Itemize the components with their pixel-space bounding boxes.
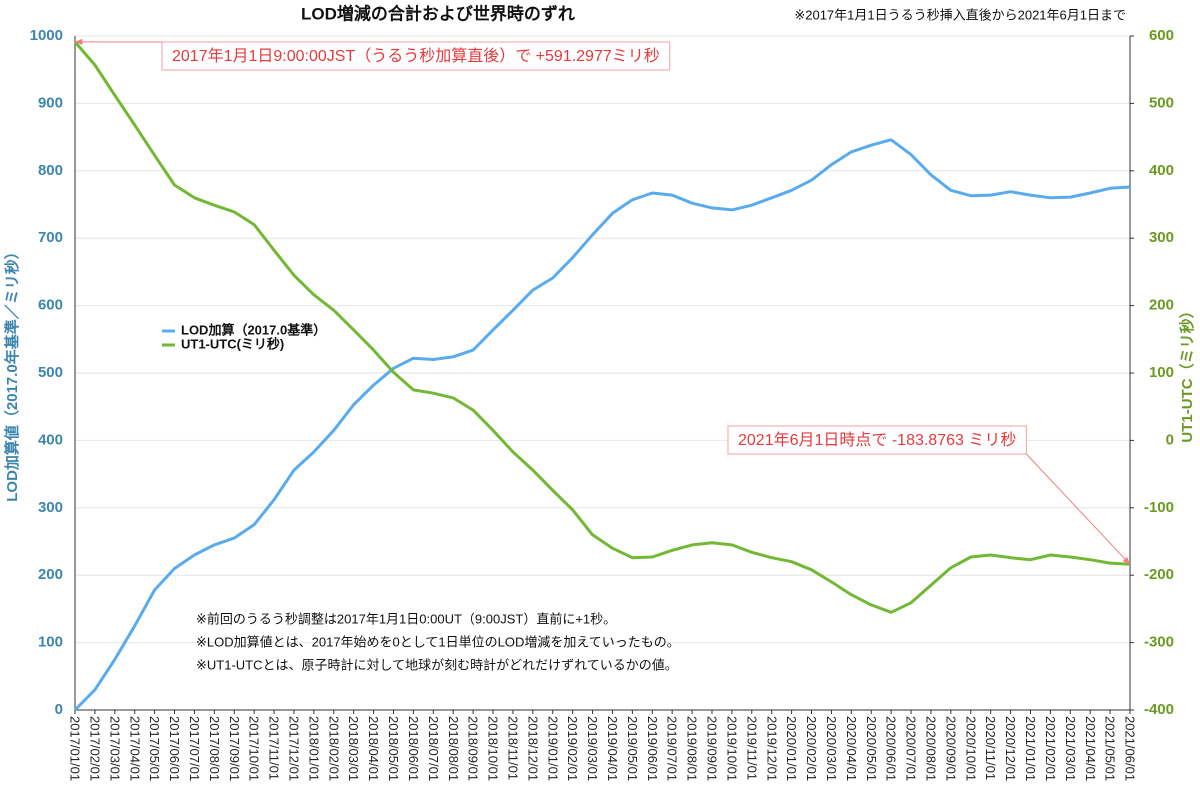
x-tick-label: 2019/03/01 bbox=[585, 716, 600, 781]
y-tick-label: 900 bbox=[38, 94, 63, 111]
y2-axis-title: UT1-UTC（ミリ秒） bbox=[1178, 303, 1196, 442]
x-tick-label: 2019/12/01 bbox=[764, 716, 779, 781]
y2-tick-label: 0 bbox=[1166, 431, 1174, 448]
x-tick-label: 2020/10/01 bbox=[963, 716, 978, 781]
annotation-text: 2021年6月1日時点で -183.8763 ミリ秒 bbox=[738, 431, 1016, 449]
x-tick-label: 2018/05/01 bbox=[386, 716, 401, 781]
annotation-arrowhead bbox=[75, 38, 83, 45]
y2-tick-label: 400 bbox=[1149, 162, 1174, 179]
x-tick-label: 2018/10/01 bbox=[486, 716, 501, 781]
x-tick-label: 2018/01/01 bbox=[306, 716, 321, 781]
x-tick-label: 2020/07/01 bbox=[904, 716, 919, 781]
y-tick-label: 100 bbox=[38, 634, 63, 651]
x-tick-label: 2020/06/01 bbox=[884, 716, 899, 781]
x-tick-label: 2017/11/01 bbox=[267, 716, 282, 780]
legend-label: UT1-UTC(ミリ秒) bbox=[181, 336, 284, 351]
x-tick-label: 2018/02/01 bbox=[326, 716, 341, 781]
x-tick-label: 2019/01/01 bbox=[545, 716, 560, 781]
annotation-box bbox=[161, 41, 671, 71]
annotation-arrow bbox=[1025, 453, 1131, 565]
y2-tick-label: 500 bbox=[1149, 94, 1174, 111]
x-tick-label: 2020/08/01 bbox=[924, 716, 939, 781]
x-tick-label: 2019/02/01 bbox=[565, 716, 580, 781]
y2-tick-label: 200 bbox=[1149, 297, 1174, 314]
x-tick-label: 2017/03/01 bbox=[107, 716, 122, 781]
x-tick-label: 2020/04/01 bbox=[844, 716, 859, 781]
x-tick-label: 2020/05/01 bbox=[864, 716, 879, 781]
y-tick-label: 1000 bbox=[30, 27, 63, 44]
note: ※UT1-UTCとは、原子時計に対して地球が刻む時計がどれだけずれているかの値。 bbox=[196, 657, 678, 672]
x-tick-label: 2019/06/01 bbox=[645, 716, 660, 781]
x-tick-label: 2020/01/01 bbox=[784, 716, 799, 781]
x-tick-label: 2017/09/01 bbox=[227, 716, 242, 781]
y2-tick-label: 600 bbox=[1149, 27, 1174, 44]
x-tick-label: 2021/03/01 bbox=[1063, 716, 1078, 781]
x-tick-label: 2017/04/01 bbox=[127, 716, 142, 781]
y-tick-label: 400 bbox=[38, 431, 63, 448]
y-tick-label: 600 bbox=[38, 297, 63, 314]
series-line bbox=[73, 40, 1131, 614]
x-tick-label: 2017/02/01 bbox=[87, 716, 102, 781]
x-tick-label: 2019/08/01 bbox=[685, 716, 700, 781]
x-tick-label: 2017/12/01 bbox=[287, 716, 302, 781]
x-tick-label: 2020/12/01 bbox=[1003, 716, 1018, 781]
y2-tick-label: 300 bbox=[1149, 229, 1174, 246]
x-tick-label: 2017/06/01 bbox=[167, 716, 182, 781]
note: ※LOD加算値とは、2017年始めを0として1日単位のLOD増減を加えていったも… bbox=[196, 634, 680, 649]
x-tick-label: 2018/06/01 bbox=[406, 716, 421, 781]
x-tick-label: 2020/11/01 bbox=[983, 716, 998, 780]
x-tick-label: 2018/12/01 bbox=[525, 716, 540, 781]
y-tick-label: 800 bbox=[38, 162, 63, 179]
x-tick-label: 2018/07/01 bbox=[426, 716, 441, 781]
y-axis-title: LOD加算値（2017.0年基準／ミリ秒） bbox=[3, 244, 21, 502]
x-tick-label: 2018/08/01 bbox=[446, 716, 461, 781]
y-tick-label: 200 bbox=[38, 566, 63, 583]
x-tick-label: 2019/04/01 bbox=[605, 716, 620, 781]
y-tick-label: 700 bbox=[38, 229, 63, 246]
x-tick-label: 2019/11/01 bbox=[744, 716, 759, 780]
x-tick-label: 2021/06/01 bbox=[1123, 716, 1138, 781]
x-tick-label: 2017/07/01 bbox=[187, 716, 202, 781]
x-tick-label: 2017/05/01 bbox=[147, 716, 162, 781]
y2-tick-label: -200 bbox=[1144, 566, 1174, 583]
x-tick-label: 2017/10/01 bbox=[247, 716, 262, 781]
x-tick-label: 2021/04/01 bbox=[1083, 716, 1098, 781]
x-tick-label: 2021/05/01 bbox=[1103, 716, 1118, 781]
y2-tick-label: 100 bbox=[1149, 364, 1174, 381]
x-tick-label: 2018/04/01 bbox=[366, 716, 381, 781]
x-tick-label: 2019/09/01 bbox=[705, 716, 720, 781]
x-tick-label: 2020/09/01 bbox=[943, 716, 958, 781]
legend-label: LOD加算（2017.0基準） bbox=[181, 322, 326, 337]
annotation-box bbox=[727, 425, 1027, 455]
x-tick-label: 2017/01/01 bbox=[68, 716, 83, 781]
chart-subtitle: ※2017年1月1日うるう秒挿入直後から2021年6月1日まで bbox=[794, 7, 1126, 22]
y2-tick-label: -400 bbox=[1144, 701, 1174, 718]
y-tick-label: 0 bbox=[55, 701, 63, 718]
x-tick-label: 2021/02/01 bbox=[1043, 716, 1058, 781]
y-tick-label: 300 bbox=[38, 499, 63, 516]
y-tick-label: 500 bbox=[38, 364, 63, 381]
note: ※前回のうるう秒調整は2017年1月1日0:00UT（9:00JST）直前に+1… bbox=[196, 611, 616, 626]
x-tick-label: 2018/03/01 bbox=[346, 716, 361, 781]
x-tick-label: 2019/05/01 bbox=[625, 716, 640, 781]
annotation-text: 2017年1月1日9:00:00JST（うるう秒加算直後）で +591.2977… bbox=[172, 46, 660, 65]
x-tick-label: 2019/07/01 bbox=[665, 716, 680, 781]
annotation-arrowhead bbox=[1122, 556, 1130, 565]
x-tick-label: 2018/09/01 bbox=[466, 716, 481, 781]
chart-title: LOD増減の合計および世界時のずれ bbox=[301, 3, 575, 23]
x-tick-label: 2021/01/01 bbox=[1023, 716, 1038, 781]
y2-tick-label: -300 bbox=[1144, 634, 1174, 651]
x-tick-label: 2017/08/01 bbox=[207, 716, 222, 781]
x-tick-label: 2020/03/01 bbox=[824, 716, 839, 781]
series-line bbox=[73, 138, 1131, 712]
x-tick-label: 2018/11/01 bbox=[505, 716, 520, 780]
x-tick-label: 2019/10/01 bbox=[724, 716, 739, 781]
x-tick-label: 2020/02/01 bbox=[804, 716, 819, 781]
y2-tick-label: -100 bbox=[1144, 499, 1174, 516]
